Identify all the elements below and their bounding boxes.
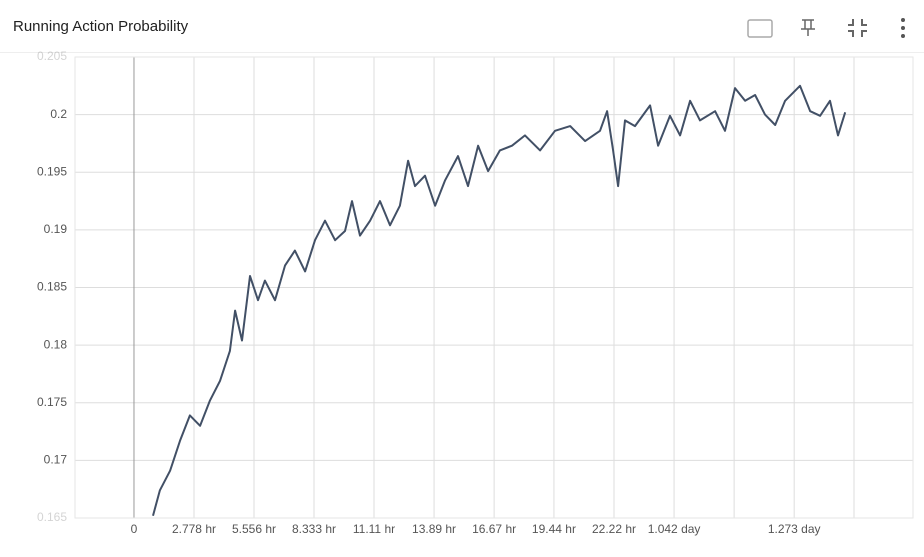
toolbar	[747, 18, 905, 38]
y-tick-label: 0.19	[44, 222, 68, 236]
x-tick-label: 16.67 hr	[472, 522, 516, 536]
x-tick-label: 0	[131, 522, 138, 536]
collapse-button[interactable]	[848, 19, 867, 37]
y-tick-label: 0.175	[37, 395, 67, 409]
y-tick-label: 0.17	[44, 453, 68, 467]
y-tick-label: 0.18	[44, 337, 68, 351]
x-tick-label: 11.11 hr	[353, 522, 395, 536]
y-tick-label: 0.2	[50, 107, 67, 121]
menu-button[interactable]	[901, 18, 905, 38]
x-tick-label: 1.042 day	[648, 522, 701, 536]
x-tick-label: 13.89 hr	[412, 522, 456, 536]
y-tick-label: 0.195	[37, 164, 67, 178]
x-tick-label: 8.333 hr	[292, 522, 336, 536]
y-tick-label: 0.165	[37, 510, 67, 524]
chart-title: Running Action Probability	[13, 18, 189, 35]
x-tick-label: 2.778 hr	[172, 522, 216, 536]
x-tick-label: 22.22 hr	[592, 522, 636, 536]
divider	[0, 52, 924, 53]
y-tick-label: 0.205	[37, 49, 67, 63]
plot-border	[74, 56, 914, 519]
x-tick-label: 5.556 hr	[232, 522, 276, 536]
x-tick-label: 19.44 hr	[532, 522, 576, 536]
x-tick-label: 1.273 day	[768, 522, 821, 536]
y-tick-label: 0.185	[37, 280, 67, 294]
fit-domain-button[interactable]	[747, 19, 773, 38]
pin-button[interactable]	[801, 19, 815, 36]
data-line	[152, 84, 847, 516]
